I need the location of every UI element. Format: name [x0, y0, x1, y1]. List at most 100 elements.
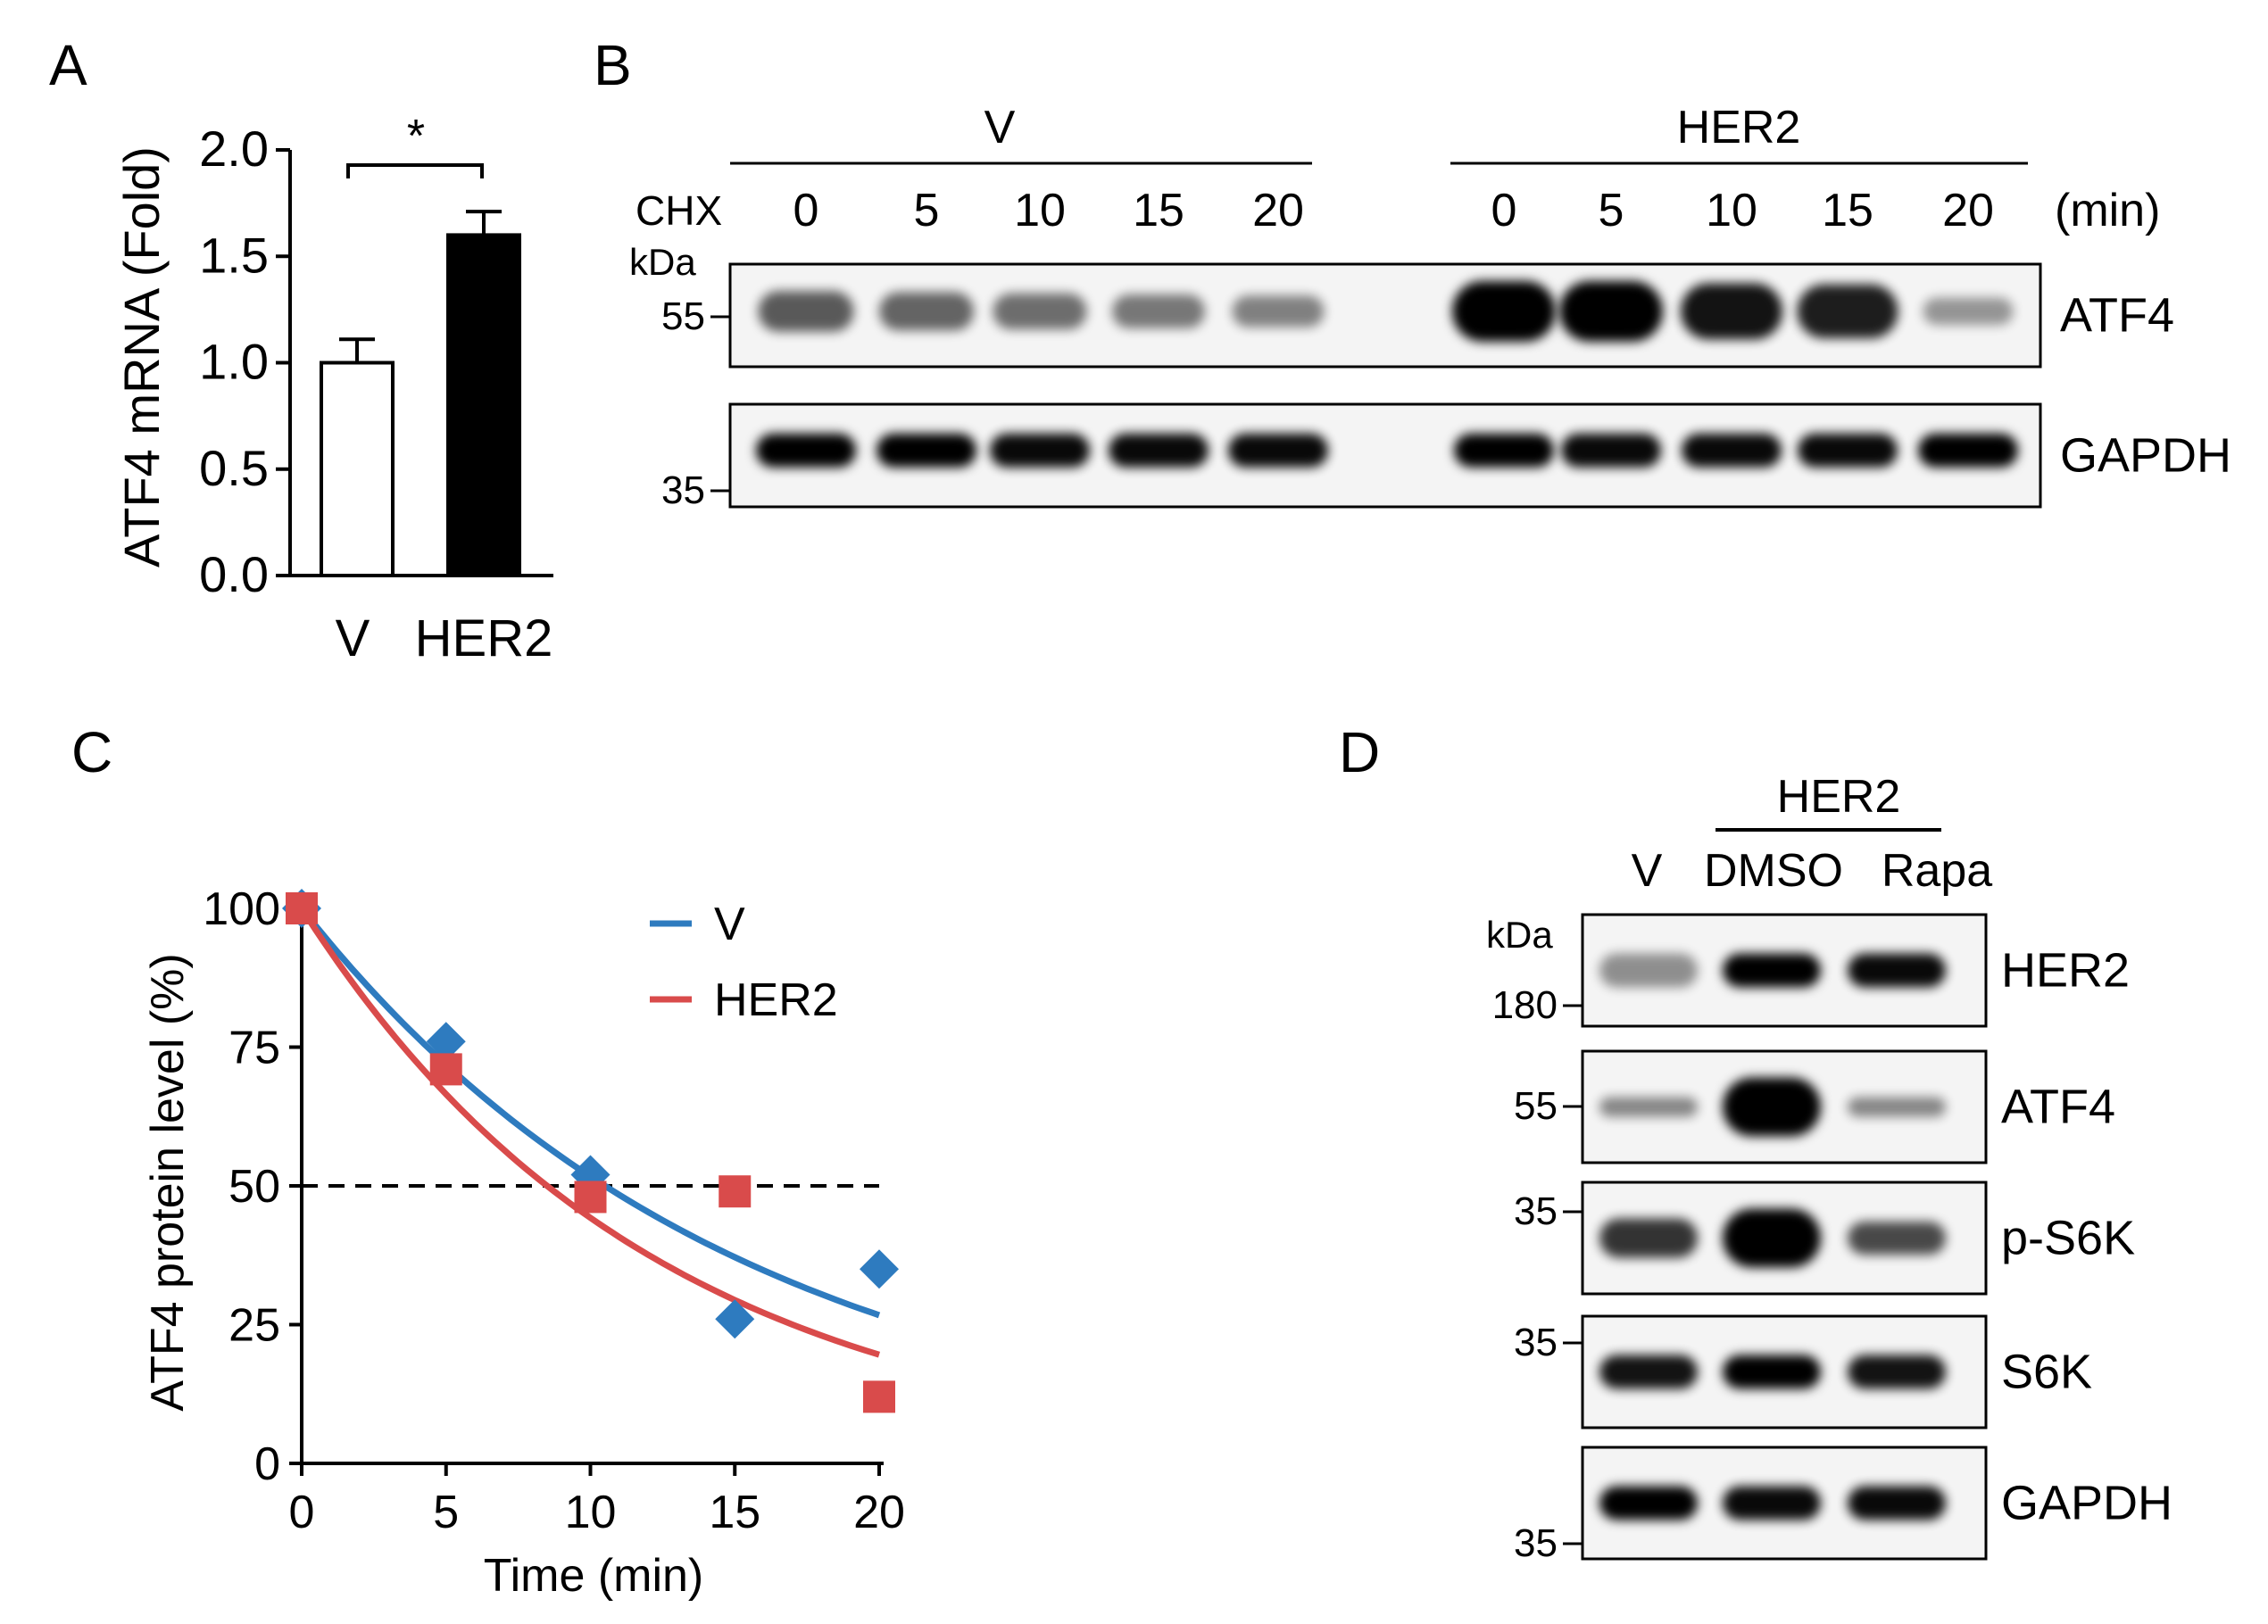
panel-a-axes: 0.0 0.5 1.0 1.5 2.0 [199, 120, 553, 602]
fit-curve-v [299, 906, 881, 1319]
protein-label: GAPDH [2001, 1477, 2172, 1530]
panel-b: B V HER2 CHX 0 5 10 15 20 0 5 10 15 20 (min) kDa 55 ATF… [594, 33, 2231, 512]
mw-marker-label: 35 [1514, 1321, 1558, 1364]
data-point-her2 [863, 1380, 895, 1413]
mw-marker-label: 35 [661, 468, 705, 512]
panel-c-x-tick-label: 0 [289, 1487, 315, 1538]
panel-a-bars: V HER2 [320, 210, 552, 667]
panel-a-y-tick-label: 2.0 [199, 120, 269, 177]
band-lane [1723, 953, 1821, 988]
panel-c-x-tick-label: 20 [853, 1487, 905, 1538]
panel-c-y-tick-label: 0 [254, 1438, 280, 1490]
protein-label: GAPDH [2060, 429, 2231, 483]
band-v-lane [879, 292, 974, 331]
band-v-lane [1109, 433, 1209, 468]
panel-a-category-label: V [336, 609, 370, 667]
time-unit-label: (min) [2055, 185, 2160, 236]
band-lane [1599, 1218, 1698, 1258]
band-v-lane [1232, 295, 1325, 327]
time-label: 15 [1133, 185, 1184, 236]
band-lane [1599, 1097, 1698, 1117]
panel-c-y-tick-label: 25 [228, 1300, 280, 1352]
mw-marker-label: 55 [1514, 1084, 1558, 1128]
panel-c-plot: 0 25 50 75 100 0 5 10 15 20 [203, 883, 905, 1538]
band-lane [1848, 953, 1946, 988]
group-label-v: V [984, 102, 1016, 153]
panel-c-x-tick-label: 15 [709, 1487, 760, 1538]
data-point-her2 [719, 1175, 752, 1208]
panel-a-bar-her2 [446, 233, 521, 577]
blot-her2: 180 HER2 [1492, 913, 2130, 1028]
data-point-her2 [429, 1053, 462, 1086]
band-her2-lane [1561, 433, 1661, 468]
band-lane [1848, 1097, 1946, 1117]
time-label: 0 [1491, 185, 1517, 236]
panel-c-x-tick-label: 5 [433, 1487, 459, 1538]
time-label: 20 [1252, 185, 1304, 236]
mw-marker-label: 35 [1514, 1189, 1558, 1233]
group-label-her2: HER2 [1677, 102, 1801, 153]
protein-label: ATF4 [2060, 289, 2174, 343]
panel-c: C ATF4 protein level (%) Time (min) 0 25 5… [71, 720, 905, 1602]
band-lane [1848, 1355, 1946, 1389]
panel-c-x-axis-title: Time (min) [484, 1550, 704, 1602]
blot-gapdh: 35 GAPDH [1514, 1446, 2172, 1565]
protein-label: p-S6K [2001, 1212, 2135, 1265]
treatment-label: CHX [636, 187, 722, 234]
blot-p-s6k: 35 p-S6K [1514, 1181, 2135, 1296]
panel-label-c: C [71, 720, 112, 784]
panel-a-bar-v [320, 360, 395, 577]
band-her2-lane [1918, 433, 2018, 468]
protein-label: S6K [2001, 1346, 2092, 1399]
panel-c-y-axis-title: ATF4 protein level (%) [142, 953, 194, 1411]
blot-s6k: 35 S6K [1514, 1314, 2092, 1429]
band-lane [1723, 1355, 1821, 1389]
data-point-v [860, 1249, 899, 1289]
band-lane [1848, 1221, 1946, 1255]
panel-c-x-tick-label: 10 [565, 1487, 617, 1538]
panel-c-y-tick-label: 75 [228, 1023, 280, 1074]
band-v-lane [758, 291, 854, 332]
significance-bracket [346, 163, 484, 178]
time-label: 10 [1014, 185, 1066, 236]
time-label: 10 [1706, 185, 1757, 236]
time-label: 5 [1599, 185, 1624, 236]
band-lane [1848, 1486, 1946, 1520]
panel-label-b: B [594, 33, 632, 97]
panel-c-y-tick-label: 100 [203, 883, 280, 935]
panel-d-blots: 180 HER2 55 ATF4 35 p-S6K 35 S6K 35 GAPDH [1492, 913, 2172, 1565]
band-her2-lane [1454, 433, 1554, 468]
band-her2-lane [1452, 280, 1556, 342]
panel-c-legend: V HER2 [650, 899, 838, 1026]
panel-a: A ATF4 mRNA (Fold) 0.0 0.5 1.0 1.5 2.0 V HER2… [49, 33, 553, 667]
legend-label-her2: HER2 [714, 974, 838, 1026]
fit-curve-her2 [299, 907, 881, 1358]
data-point-her2 [574, 1181, 607, 1214]
band-v-lane [990, 433, 1090, 468]
band-lane [1723, 1077, 1821, 1137]
panel-a-y-tick-label: 0.0 [199, 546, 269, 602]
panel-a-significance: * [346, 111, 484, 178]
panel-a-y-tick-label: 1.0 [199, 334, 269, 390]
mw-marker-label: 180 [1492, 983, 1558, 1027]
lane-label-v: V [1632, 845, 1663, 897]
band-v-lane [993, 293, 1087, 330]
legend-label-v: V [714, 899, 745, 950]
panel-d-header: HER2 V DMSO Rapa kDa [1486, 771, 1992, 956]
band-lane [1599, 1355, 1698, 1389]
kda-label: kDa [629, 241, 696, 283]
data-point-her2 [286, 892, 318, 924]
band-her2-lane [1797, 284, 1898, 339]
band-v-lane [756, 433, 856, 468]
band-v-lane [876, 433, 976, 468]
band-v-lane [1112, 294, 1205, 328]
band-lane [1723, 1208, 1821, 1268]
time-label: 5 [914, 185, 940, 236]
time-label: 15 [1822, 185, 1873, 236]
lane-label-rapa: Rapa [1882, 845, 1992, 897]
panel-b-blots: 55 ATF4 35 GAPDH [661, 262, 2231, 512]
panel-b-header: V HER2 CHX 0 5 10 15 20 0 5 10 15 20 (min) kDa [629, 102, 2160, 283]
blot-atf4: 55 ATF4 [661, 262, 2174, 369]
